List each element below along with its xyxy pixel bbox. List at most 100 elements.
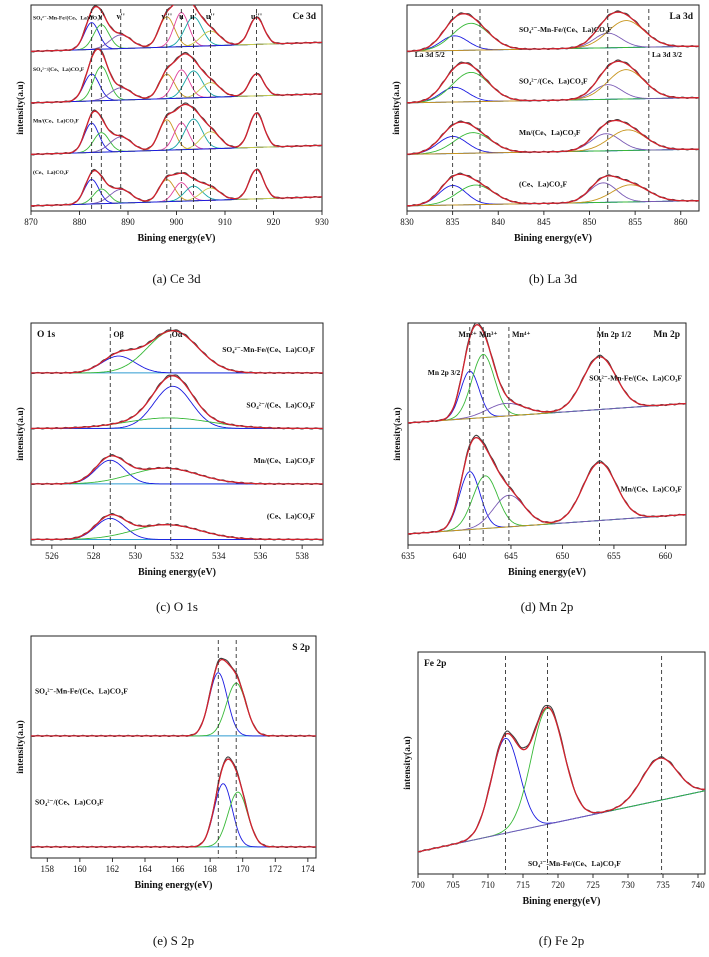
component-peak — [31, 783, 316, 848]
series-label: (Ce、La)CO₃F — [267, 511, 315, 520]
peak-label: Mn⁴⁺ — [512, 330, 531, 339]
series-label: Mn/(Ce、La)CO₃F — [519, 128, 581, 137]
fitted-envelope — [407, 11, 699, 52]
component-peak — [408, 494, 686, 535]
x-axis-label: Bining energy(eV) — [514, 233, 592, 244]
panel-title: S 2p — [292, 643, 310, 653]
fitted-envelope — [31, 103, 322, 155]
curves-s2p — [31, 657, 316, 849]
x-tick-label: 168 — [203, 864, 217, 874]
y-axis-label: intensity(a.u) — [15, 81, 26, 135]
x-tick-label: 536 — [254, 551, 268, 561]
x-tick-label: 174 — [301, 864, 315, 874]
fitted-envelope — [31, 48, 322, 104]
x-tick-label: 880 — [73, 217, 87, 227]
y-axis-label: intensity(a.u) — [402, 736, 413, 790]
y-axis-label: intensity(a.u) — [391, 81, 402, 135]
x-tick-label: 158 — [41, 864, 55, 874]
peak-label: Mn 2p 1/2 — [597, 330, 632, 339]
fitted-envelope — [408, 324, 686, 424]
series-label: SO₄²⁻/(Ce、La)CO₃F — [33, 66, 85, 73]
x-tick-label: 920 — [267, 217, 281, 227]
y-axis-label: intensity(a.u) — [15, 407, 26, 461]
x-tick-label: 740 — [691, 880, 705, 890]
fitted-envelope — [31, 658, 316, 737]
x-tick-label: 705 — [446, 880, 460, 890]
x-tick-label: 160 — [73, 864, 87, 874]
series-label: (Ce、La)CO₃F — [519, 179, 567, 188]
panel-o1s: SO₄²⁻-Mn-Fe/(Ce、La)CO₃F SO₄²⁻/(Ce、La)CO₃F… — [15, 322, 324, 614]
series-label: SO₄²⁻-Mn-Fe/(Ce、La)CO₃F — [519, 25, 612, 34]
component-peak — [408, 462, 686, 535]
x-tick-label: 835 — [446, 217, 460, 227]
panel-caption: (c) O 1s — [156, 599, 198, 614]
plot-frame — [407, 322, 687, 546]
peak-label: Oα — [172, 330, 183, 339]
curves-fe2p — [418, 704, 705, 853]
panel-title: Fe 2p — [424, 659, 446, 669]
peak-label: v''' — [161, 12, 172, 21]
fitted-envelope — [418, 706, 705, 853]
y-axis-label: intensity(a.u) — [15, 720, 26, 774]
component-peak — [31, 169, 322, 207]
x-tick-label: 172 — [269, 864, 283, 874]
series-label: SO₄²⁻-Mn-Fe/(Ce、La)CO₃F — [589, 374, 682, 383]
peak-label: u — [179, 12, 184, 21]
panel-title: Ce 3d — [293, 12, 317, 22]
x-tick-label: 530 — [129, 551, 143, 561]
raw-spectrum — [31, 657, 316, 738]
panel-title: La 3d — [670, 12, 694, 22]
series-label: SO₄²⁻-Mn-Fe/(Ce、La)CO₃F — [528, 859, 621, 868]
panel-title: Mn 2p — [653, 330, 680, 340]
annotation-label: La 3d 5/2 — [415, 50, 445, 59]
fitted-envelope — [408, 436, 686, 535]
curves-mn2p — [408, 323, 686, 535]
x-tick-label: 900 — [170, 217, 184, 227]
y-axis-label: intensity(a.u) — [392, 407, 403, 461]
x-tick-label: 850 — [583, 217, 597, 227]
x-tick-label: 845 — [537, 217, 551, 227]
component-peak — [31, 355, 323, 374]
x-tick-label: 635 — [401, 551, 415, 561]
x-axis-label: Bining energy(eV) — [138, 567, 216, 578]
series-label: (Ce、La)CO₃F — [33, 169, 69, 176]
x-tick-label: 890 — [121, 217, 135, 227]
fitted-envelope — [31, 513, 323, 541]
component-peak — [31, 517, 323, 540]
x-tick-label: 655 — [607, 551, 621, 561]
series-label: SO₄²⁻/(Ce、La)CO₃F — [519, 76, 588, 85]
peak-label: v'' — [116, 12, 124, 21]
series-label: Mn/(Ce、La)CO₃F — [254, 456, 316, 465]
x-tick-label: 164 — [138, 864, 152, 874]
panel-s2p: SO₄²⁻-Mn-Fe/(Ce、La)CO₃F SO₄²⁻/(Ce、La)CO₃F… — [15, 635, 317, 948]
panel-fe2p: SO₄²⁻-Mn-Fe/(Ce、La)CO₃F Fe 2p 700 705 710 715… — [402, 651, 706, 948]
peak-label: u'' — [206, 12, 215, 21]
panel-mn2p: SO₄²⁻-Mn-Fe/(Ce、La)CO₃F Mn/(Ce、La)CO₃F Mn²… — [392, 322, 687, 614]
series-label: SO₄²⁻/(Ce、La)CO₃F — [35, 798, 104, 807]
fitted-envelope — [407, 119, 699, 155]
x-tick-label: 538 — [295, 551, 309, 561]
x-axis-label: Bining energy(eV) — [522, 896, 600, 907]
peak-label: Mn³⁺ — [479, 330, 498, 339]
fitted-envelope — [31, 375, 323, 430]
curves-la3d — [407, 10, 699, 207]
peak-label: Oβ — [113, 330, 123, 339]
x-tick-label: 640 — [453, 551, 467, 561]
x-tick-label: 830 — [400, 217, 414, 227]
x-tick-label: 715 — [516, 880, 530, 890]
x-tick-label: 840 — [492, 217, 506, 227]
x-tick-label: 645 — [504, 551, 518, 561]
x-tick-label: 870 — [24, 217, 38, 227]
peak-label: v — [90, 12, 94, 21]
panel-ce3d: SO₄²⁻-Mn-Fe/(Ce、La)CO₃F SO₄²⁻/(Ce、La)CO₃F… — [15, 4, 329, 286]
panel-caption: (f) Fe 2p — [539, 933, 585, 948]
x-tick-label: 735 — [656, 880, 670, 890]
panel-caption: (e) S 2p — [153, 933, 194, 948]
annotation-label: La 3d 3/2 — [652, 50, 682, 59]
curves-ce3d — [31, 5, 322, 207]
fitted-envelope — [31, 455, 323, 485]
component-peak — [31, 16, 322, 52]
panel-title: O 1s — [37, 330, 56, 340]
x-tick-label: 528 — [87, 551, 101, 561]
